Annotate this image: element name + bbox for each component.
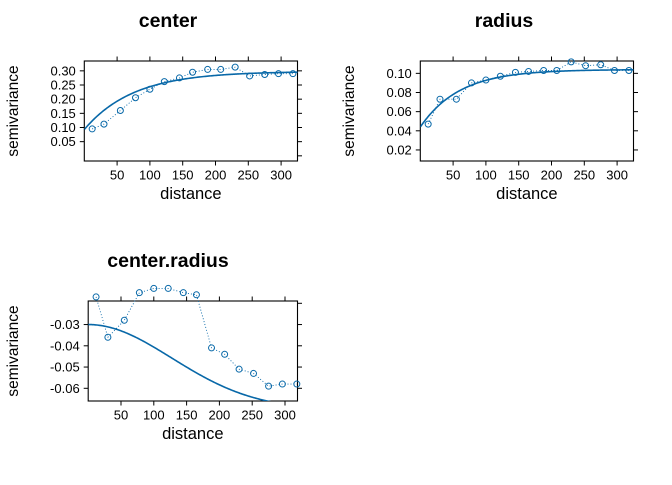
svg-text:100: 100 [475,168,497,183]
svg-text:50: 50 [114,408,128,423]
svg-text:100: 100 [143,408,165,423]
svg-text:semivariance: semivariance [5,305,22,396]
svg-text:150: 150 [176,408,198,423]
svg-text:250: 250 [573,168,595,183]
svg-text:semivariance: semivariance [341,65,358,156]
svg-text:300: 300 [606,168,628,183]
svg-text:-0.03: -0.03 [50,317,80,332]
svg-text:100: 100 [139,168,161,183]
svg-text:150: 150 [172,168,194,183]
svg-text:0.10: 0.10 [386,66,411,81]
svg-text:200: 200 [205,168,227,183]
svg-text:50: 50 [446,168,460,183]
svg-text:radius: radius [475,10,534,32]
svg-text:-0.04: -0.04 [50,338,80,353]
svg-text:-0.05: -0.05 [50,360,80,375]
svg-text:0.05: 0.05 [50,134,75,149]
svg-text:50: 50 [110,168,124,183]
svg-text:0.20: 0.20 [50,92,75,107]
svg-text:distance: distance [160,185,221,203]
svg-text:semivariance: semivariance [5,65,22,156]
svg-text:300: 300 [270,168,292,183]
svg-text:0.30: 0.30 [50,63,75,78]
svg-text:center: center [139,10,198,32]
svg-text:250: 250 [241,408,263,423]
svg-text:0.15: 0.15 [50,106,75,121]
svg-text:distance: distance [162,425,223,443]
svg-text:0.25: 0.25 [50,78,75,93]
svg-text:center.radius: center.radius [107,250,229,272]
svg-text:0.10: 0.10 [50,120,75,135]
svg-text:200: 200 [209,408,231,423]
svg-text:distance: distance [496,185,557,203]
svg-text:-0.06: -0.06 [50,381,80,396]
svg-text:0.04: 0.04 [386,123,411,138]
svg-text:250: 250 [237,168,259,183]
svg-text:200: 200 [541,168,563,183]
svg-text:300: 300 [274,408,296,423]
svg-text:150: 150 [508,168,530,183]
svg-text:0.02: 0.02 [386,143,411,158]
svg-text:0.08: 0.08 [386,85,411,100]
svg-text:0.06: 0.06 [386,104,411,119]
